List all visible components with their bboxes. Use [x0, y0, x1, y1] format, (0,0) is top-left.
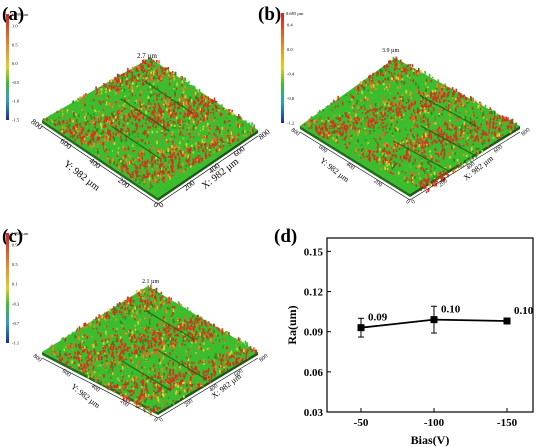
peak-height-label-b: 3.9 µm — [382, 48, 399, 54]
y-tick-b: 600 — [317, 144, 328, 154]
colorbar-b: 0.685 µm 0.4 0.0 -0.4 -0.8 -1.2 — [281, 11, 304, 126]
x-tick-c: 600 — [234, 368, 245, 378]
x-tick-b: 0 — [411, 199, 417, 206]
x-tick-c: 400 — [209, 383, 220, 393]
colorbar-tick-c: -0.3 — [12, 301, 20, 306]
colorbar-c: 1.000 µm 0.9 0.5 0.1 -0.3 -0.7 -1.1 — [6, 231, 29, 346]
data-point — [430, 316, 438, 324]
x-axis-title: Bias(V) — [411, 433, 450, 447]
colorbar-tick-b: -0.8 — [287, 96, 295, 101]
y-tick-b: 0 — [404, 199, 410, 206]
x-tick-label: -50 — [354, 417, 369, 429]
x-tick-label: -100 — [424, 417, 445, 429]
colorbar-max-a: 1.199 µm — [11, 12, 29, 17]
surface-b — [300, 56, 520, 197]
colorbar-tick-a: -1.0 — [12, 99, 20, 104]
y-tick-c: 400 — [90, 383, 101, 393]
colorbar-a: 1.199 µm 1.0 0.5 0.0 -0.5 -1.0 -1.5 — [6, 12, 29, 123]
data-label: 0.10 — [514, 305, 534, 317]
y-tick-label: 0.06 — [304, 367, 324, 379]
colorbar-tick-c: 0.9 — [12, 243, 18, 248]
colorbar-max-b: 0.685 µm — [286, 11, 304, 16]
y-tick-b: 200 — [372, 178, 383, 188]
x-tick-b: 400 — [466, 161, 477, 171]
y-tick-label: 0.03 — [304, 407, 324, 419]
colorbar-max-c: 1.000 µm — [11, 231, 29, 236]
y-tick-c: 200 — [119, 398, 130, 408]
data-label: 0.09 — [368, 312, 388, 324]
surface-a — [42, 57, 258, 201]
y-tick-b: 800 — [290, 127, 301, 137]
colorbar-tick-c: -1.1 — [12, 341, 19, 346]
x-tick-b: 800 — [521, 127, 532, 137]
y-tick-label: 0.09 — [304, 327, 324, 339]
plot-frame — [326, 237, 534, 413]
x-tick-label: -150 — [497, 417, 518, 429]
colorbar-tick-c: -0.7 — [12, 321, 20, 326]
y-tick-c: 600 — [61, 368, 72, 378]
x-tick-a: 0 — [157, 200, 166, 210]
data-point — [357, 324, 365, 332]
data-point — [503, 317, 511, 325]
colorbar-tick-a: 1.0 — [12, 24, 18, 29]
x-tick-b: 200 — [438, 178, 449, 188]
colorbar-tick-c: 0.5 — [12, 262, 18, 267]
colorbar-tick-b: -1.2 — [287, 121, 294, 126]
colorbar-tick-a: 0.5 — [12, 42, 18, 47]
data-label: 0.10 — [441, 304, 461, 316]
colorbar-tick-b: -0.4 — [287, 72, 295, 77]
colorbar-tick-b: 0.0 — [287, 47, 293, 52]
y-tick-b: 400 — [345, 161, 356, 171]
x-tick-c: 200 — [184, 398, 195, 408]
peak-height-label-c: 2.1 µm — [142, 279, 159, 285]
y-tick-a: 0 — [152, 200, 161, 210]
x-tick-c: 800 — [259, 353, 270, 363]
colorbar-tick-a: 0.0 — [12, 61, 18, 66]
panel-d-label: (d) — [274, 226, 298, 247]
y-tick-c: 0 — [152, 417, 158, 424]
colorbar-tick-a: -1.5 — [12, 118, 20, 123]
x-tick-c: 0 — [159, 417, 165, 424]
peak-height-label-a: 2.7 µm — [137, 52, 158, 60]
colorbar-tick-a: -0.5 — [12, 80, 20, 85]
y-tick-label: 0.15 — [304, 246, 324, 258]
surface-c — [42, 284, 258, 417]
panel-b-label: (b) — [258, 4, 282, 25]
y-tick-label: 0.12 — [304, 287, 324, 299]
colorbar-tick-b: 0.4 — [287, 23, 293, 28]
y-tick-c: 800 — [32, 353, 43, 363]
y-axis-title: Ra(um) — [285, 305, 299, 344]
x-tick-b: 600 — [493, 144, 504, 154]
colorbar-tick-c: 0.1 — [12, 282, 18, 287]
